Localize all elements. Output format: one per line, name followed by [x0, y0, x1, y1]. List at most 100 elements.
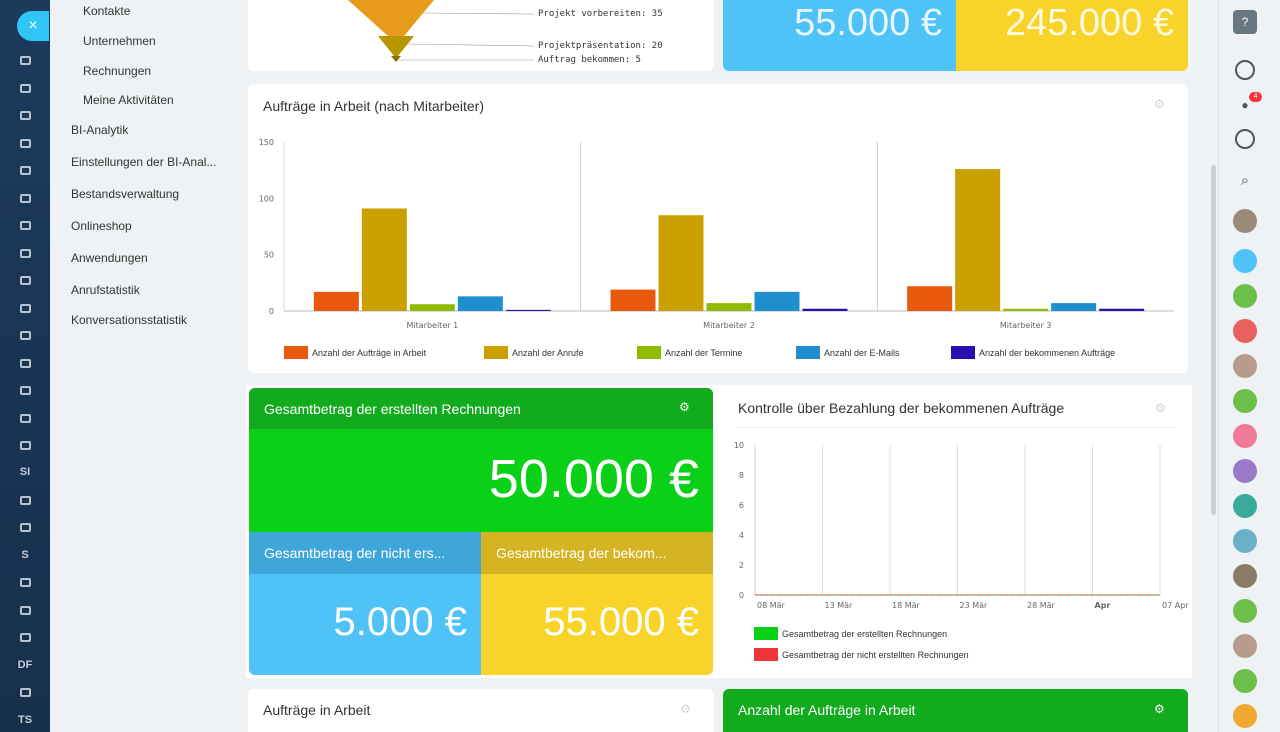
legend-swatch: [284, 346, 308, 359]
checkbox-icon[interactable]: [1233, 599, 1257, 623]
pen-icon[interactable]: [0, 573, 50, 591]
top-yellow-tile: 245.000 €: [956, 0, 1188, 71]
sync-icon[interactable]: [1235, 60, 1255, 80]
chat-bubble-icon[interactable]: [1235, 129, 1255, 149]
y-tick-label: 2: [739, 561, 744, 570]
y-tick-label: 0: [269, 307, 274, 316]
invoices-not-created-title: Gesamtbetrag der nicht ers...: [264, 545, 446, 561]
menu-item-conversation-statistics[interactable]: Konversationsstatistik: [71, 313, 188, 327]
list-icon[interactable]: [0, 491, 50, 509]
legend-swatch: [796, 346, 820, 359]
feed-icon[interactable]: [0, 106, 50, 124]
legend-item[interactable]: Anzahl der Anrufe: [484, 346, 584, 359]
x-tick-label: 28 Mär: [1027, 601, 1056, 610]
orders-count-card: Anzahl der Aufträge in Arbeit ⚙: [723, 689, 1188, 732]
menu-item-bi-settings[interactable]: Einstellungen der BI-Anal...: [71, 155, 217, 169]
gear-icon[interactable]: ⚙: [1155, 401, 1166, 415]
rail-label-s[interactable]: S: [21, 549, 29, 561]
edit-icon[interactable]: [0, 683, 50, 701]
id-card-icon[interactable]: [0, 436, 50, 454]
bar: [361, 208, 407, 311]
gear-icon[interactable]: ⚙: [1154, 702, 1165, 716]
legend-swatch: [951, 346, 975, 359]
legend-item[interactable]: Anzahl der Aufträge in Arbeit: [284, 346, 426, 359]
legend-item[interactable]: Anzahl der Termine: [637, 346, 742, 359]
contacts-icon[interactable]: [0, 216, 50, 234]
chat-icon[interactable]: [0, 134, 50, 152]
employees-chart-title: Aufträge in Arbeit (nach Mitarbeiter): [263, 98, 484, 114]
avatar[interactable]: [1233, 209, 1257, 233]
group-icon[interactable]: [1233, 704, 1257, 728]
menu-item-invoices[interactable]: Rechnungen: [83, 64, 152, 78]
menu-item-my-activities[interactable]: Meine Aktivitäten: [83, 93, 174, 107]
page-scrollbar[interactable]: [1211, 165, 1216, 515]
menu-item-call-statistics[interactable]: Anrufstatistik: [71, 283, 140, 297]
menu-item-inventory[interactable]: Bestandsverwaltung: [71, 187, 180, 201]
legend-item[interactable]: Gesamtbetrag der erstellten Rechnungen: [754, 627, 947, 640]
menu-item-contacts[interactable]: Kontakte: [83, 4, 131, 18]
invoices-received-value: 55.000 €: [543, 600, 699, 644]
right-panel: ? ● 4 ⌕: [1218, 0, 1280, 732]
lock-icon[interactable]: [1233, 354, 1257, 378]
drive-icon[interactable]: [0, 271, 50, 289]
avatar[interactable]: [1233, 564, 1257, 588]
checkbox-icon[interactable]: [0, 189, 50, 207]
gear-icon[interactable]: ⚙: [679, 400, 690, 414]
target-icon[interactable]: [0, 381, 50, 399]
bell-icon[interactable]: ●: [1241, 98, 1249, 112]
tasks-icon[interactable]: [0, 79, 50, 97]
menu-item-bi-analytics[interactable]: BI-Analytik: [71, 123, 129, 137]
legend-label: Anzahl der Anrufe: [512, 347, 584, 358]
home-icon[interactable]: [0, 51, 50, 69]
lock-icon[interactable]: [1233, 634, 1257, 658]
legend-item[interactable]: Gesamtbetrag der nicht erstellten Rechnu…: [754, 648, 969, 661]
left-icon-rail: × SI S DF TS: [0, 0, 50, 732]
menu-item-companies[interactable]: Unternehmen: [83, 34, 156, 48]
lock-icon[interactable]: [1233, 284, 1257, 308]
help-icon[interactable]: ?: [1233, 10, 1257, 34]
cart-icon[interactable]: [0, 354, 50, 372]
x-tick-label: Mitarbeiter 2: [703, 321, 755, 330]
contact-card-icon[interactable]: [1233, 424, 1257, 448]
filter-icon[interactable]: [0, 299, 50, 317]
orders-count-title: Anzahl der Aufträge in Arbeit: [738, 702, 916, 718]
x-tick-label: Mitarbeiter 3: [1000, 321, 1052, 330]
rail-label-df[interactable]: DF: [17, 659, 33, 671]
robot-icon[interactable]: [0, 518, 50, 536]
close-icon[interactable]: ×: [17, 11, 49, 41]
gear-icon[interactable]: ⚙: [680, 702, 691, 716]
bank-icon[interactable]: [0, 601, 50, 619]
calendar-icon[interactable]: [1233, 669, 1257, 693]
legend-label: Gesamtbetrag der erstellten Rechnungen: [782, 628, 948, 639]
payment-chart-card: Kontrolle über Bezahlung der bekommenen …: [723, 388, 1189, 675]
sign-icon[interactable]: [0, 409, 50, 427]
chat-avatar-icon[interactable]: [1233, 249, 1257, 273]
calendar-icon[interactable]: [0, 161, 50, 179]
search-icon[interactable]: ⌕: [1240, 171, 1250, 189]
lock-icon[interactable]: [1233, 494, 1257, 518]
rail-label-si[interactable]: SI: [19, 466, 31, 478]
code-icon[interactable]: [0, 628, 50, 646]
lock-icon[interactable]: [1233, 459, 1257, 483]
menu-item-applications[interactable]: Anwendungen: [71, 251, 148, 265]
analytics-icon[interactable]: [0, 326, 50, 344]
bar: [955, 169, 1001, 311]
gear-icon[interactable]: ⚙: [1154, 97, 1165, 111]
x-tick-label: 08 Mär: [757, 601, 786, 610]
rail-label-ts[interactable]: TS: [17, 714, 33, 726]
legend-swatch: [754, 627, 778, 640]
legend-item[interactable]: Anzahl der E-Mails: [796, 346, 900, 359]
y-tick-label: 50: [264, 251, 274, 260]
y-tick-label: 6: [739, 501, 744, 510]
group-icon[interactable]: [1233, 529, 1257, 553]
funnel-label-won: Auftrag bekommen: 5: [538, 55, 641, 65]
employees-bar-chart: 0 50 100 150 Mitarbeiter 1 Mitarbeiter 2 Mitar…: [259, 138, 1174, 330]
x-tick-label: 13 Mär: [825, 601, 854, 610]
menu-item-onlineshop[interactable]: Onlineshop: [71, 219, 132, 233]
legend-swatch: [754, 648, 778, 661]
lock-icon[interactable]: [1233, 319, 1257, 343]
legend-item[interactable]: Anzahl der bekommenen Aufträge: [951, 346, 1115, 359]
document-icon[interactable]: [0, 244, 50, 262]
top-blue-tile: 55.000 €: [723, 0, 956, 71]
lock-icon[interactable]: [1233, 389, 1257, 413]
